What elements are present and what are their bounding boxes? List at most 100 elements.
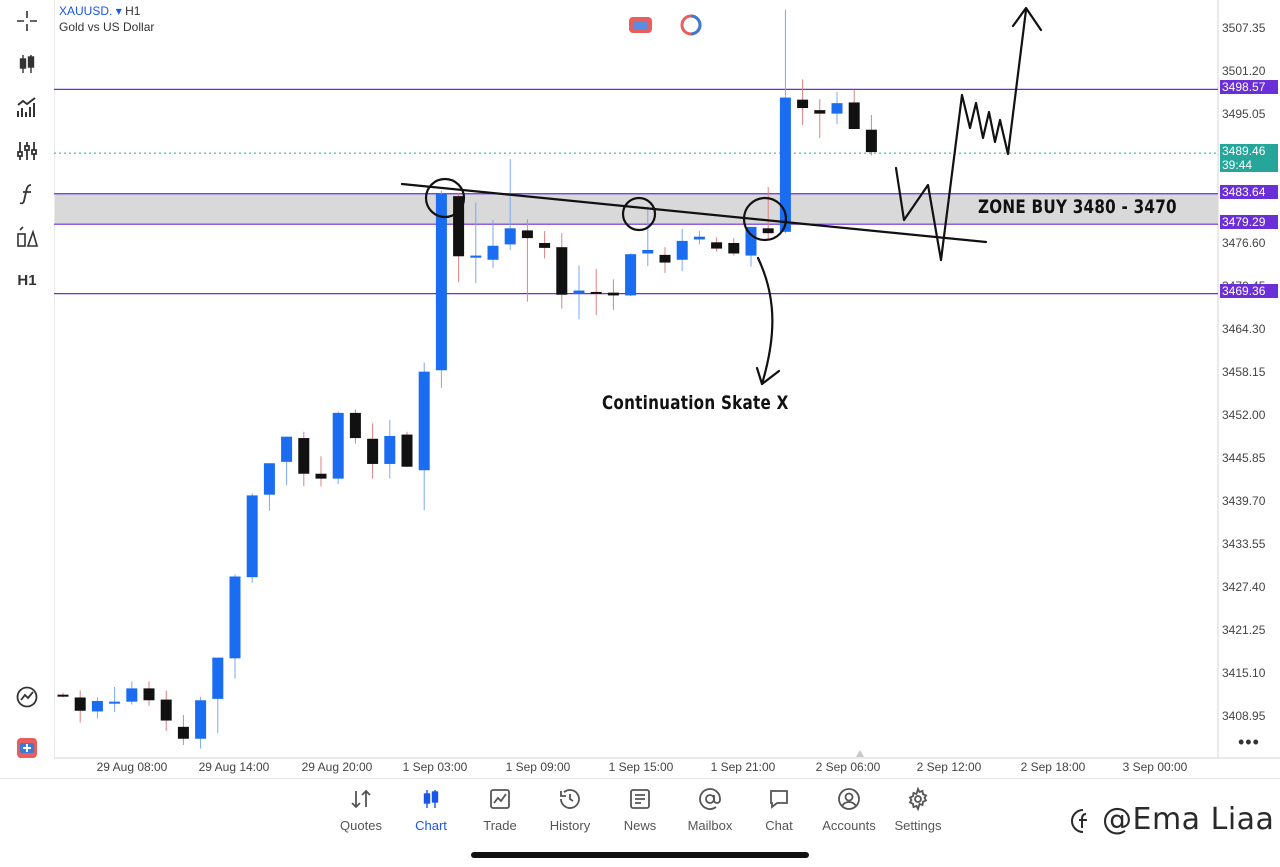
watermark-logo-icon <box>1070 809 1087 833</box>
candle-body <box>590 291 602 294</box>
y-tick-label: 3415.10 <box>1222 666 1266 680</box>
more-options-button[interactable]: ••• <box>1238 732 1260 752</box>
candle-body <box>298 438 310 474</box>
candle-body <box>401 434 413 467</box>
candle-body <box>195 700 207 739</box>
nav-mailbox[interactable]: Mailbox <box>672 787 748 835</box>
level-price-tag: 3498.57 <box>1220 80 1278 94</box>
y-tick-label: 3439.70 <box>1222 494 1266 508</box>
candle-body <box>831 103 843 114</box>
candle-body <box>263 463 275 495</box>
y-tick-label: 3495.05 <box>1222 107 1266 121</box>
level-price-tag: 3483.64 <box>1220 185 1278 199</box>
accounts-icon <box>838 788 860 810</box>
candle-body <box>349 412 361 439</box>
timeframe-button[interactable]: H1 <box>17 271 37 289</box>
news-icon <box>630 789 650 809</box>
candle-body <box>315 473 327 479</box>
settings-icon <box>908 787 928 811</box>
candle-body <box>487 245 499 260</box>
x-tick-label: 2 Sep 12:00 <box>917 760 982 774</box>
current-price-tag: 3489.46 39:44 <box>1220 144 1278 172</box>
app-icon <box>633 21 648 29</box>
highlight-circle <box>621 196 657 232</box>
nav-chart[interactable]: Chart <box>393 787 469 835</box>
symbol-selector[interactable]: XAUUSD. ▾ H1 <box>59 4 140 18</box>
candle-body <box>229 576 241 659</box>
y-tick-label: 3452.00 <box>1222 408 1266 422</box>
candle-body <box>367 438 379 464</box>
symbol-description: Gold vs US Dollar <box>59 20 155 34</box>
arrowhead-icon <box>755 366 781 386</box>
nav-news[interactable]: News <box>602 787 678 835</box>
candle-body <box>281 436 293 462</box>
continuation-arrow <box>756 256 774 386</box>
candle-body <box>504 228 516 245</box>
trade-icon <box>490 789 510 809</box>
chevron-down-icon: ▾ <box>115 4 122 18</box>
nav-quotes[interactable]: Quotes <box>323 787 399 835</box>
object-settings-icon[interactable] <box>12 136 42 166</box>
nav-chat[interactable]: Chat <box>741 787 817 835</box>
projected-path <box>894 8 1028 262</box>
candle-body <box>607 292 619 296</box>
signal-icon <box>690 14 702 36</box>
nav-accounts[interactable]: Accounts <box>811 787 887 835</box>
time-marker-icon <box>856 750 864 757</box>
candle-body <box>779 97 791 232</box>
x-tick-label: 29 Aug 20:00 <box>302 760 373 774</box>
x-tick-label: 29 Aug 08:00 <box>97 760 168 774</box>
candle-body <box>676 240 688 260</box>
app-icon[interactable] <box>12 733 42 763</box>
candle-body <box>693 236 705 240</box>
level-price-tag: 3479.29 <box>1220 215 1278 229</box>
chart-area[interactable]: 3507.353501.203495.053476.603470.453464.… <box>54 0 1280 778</box>
y-tick-label: 3458.15 <box>1222 365 1266 379</box>
crosshair-icon[interactable] <box>12 6 42 36</box>
candle-body <box>212 657 224 699</box>
level-price-tag: 3469.36 <box>1220 284 1278 298</box>
candle-body <box>642 249 654 254</box>
y-tick-label: 3464.30 <box>1222 322 1266 336</box>
candle-body <box>143 688 155 701</box>
x-tick-label: 1 Sep 09:00 <box>506 760 571 774</box>
left-toolbar: H1 <box>0 0 54 760</box>
function-icon[interactable] <box>12 179 42 209</box>
trade-signals-icon[interactable] <box>12 682 42 712</box>
candlestick-icon[interactable] <box>12 49 42 79</box>
y-tick-label: 3433.55 <box>1222 537 1266 551</box>
x-tick-label: 3 Sep 00:00 <box>1123 760 1188 774</box>
candle-body <box>539 242 551 248</box>
candle-body <box>797 99 809 109</box>
nav-settings[interactable]: Settings <box>880 787 956 835</box>
y-tick-label: 3476.60 <box>1222 236 1266 250</box>
candle-body <box>57 694 69 697</box>
trendline <box>400 182 988 244</box>
y-tick-label: 3501.20 <box>1222 64 1266 78</box>
candle-body <box>384 435 396 464</box>
highlight-circle <box>424 177 466 219</box>
candle-body <box>865 129 877 153</box>
bar-countdown: 39:44 <box>1222 158 1253 172</box>
symbol-name: XAUUSD. <box>59 4 113 18</box>
zone-annotation: ZONE BUY 3480 - 3470 <box>978 196 1177 218</box>
candle-body <box>435 194 447 371</box>
chart-canvas[interactable]: 3507.353501.203495.053476.603470.453464.… <box>54 0 1280 778</box>
candle-body <box>728 242 740 254</box>
x-tick-label: 2 Sep 18:00 <box>1021 760 1086 774</box>
nav-trade[interactable]: Trade <box>462 787 538 835</box>
candle-body <box>160 699 172 721</box>
x-tick-label: 29 Aug 14:00 <box>199 760 270 774</box>
nav-history[interactable]: History <box>532 787 608 835</box>
watermark: @Ema Liaa <box>1102 802 1275 837</box>
y-tick-label: 3445.85 <box>1222 451 1266 465</box>
candle-body <box>521 230 533 239</box>
drawing-tools-icon[interactable] <box>12 222 42 252</box>
y-tick-label: 3507.35 <box>1222 21 1266 35</box>
x-tick-label: 1 Sep 21:00 <box>711 760 776 774</box>
chat-icon <box>770 790 788 809</box>
arrowhead-icon <box>1011 6 1043 32</box>
candle-body <box>91 700 103 712</box>
bottom-navigation: Quotes Chart Trade History News Mailbox … <box>0 778 1280 867</box>
indicators-icon[interactable] <box>12 93 42 123</box>
